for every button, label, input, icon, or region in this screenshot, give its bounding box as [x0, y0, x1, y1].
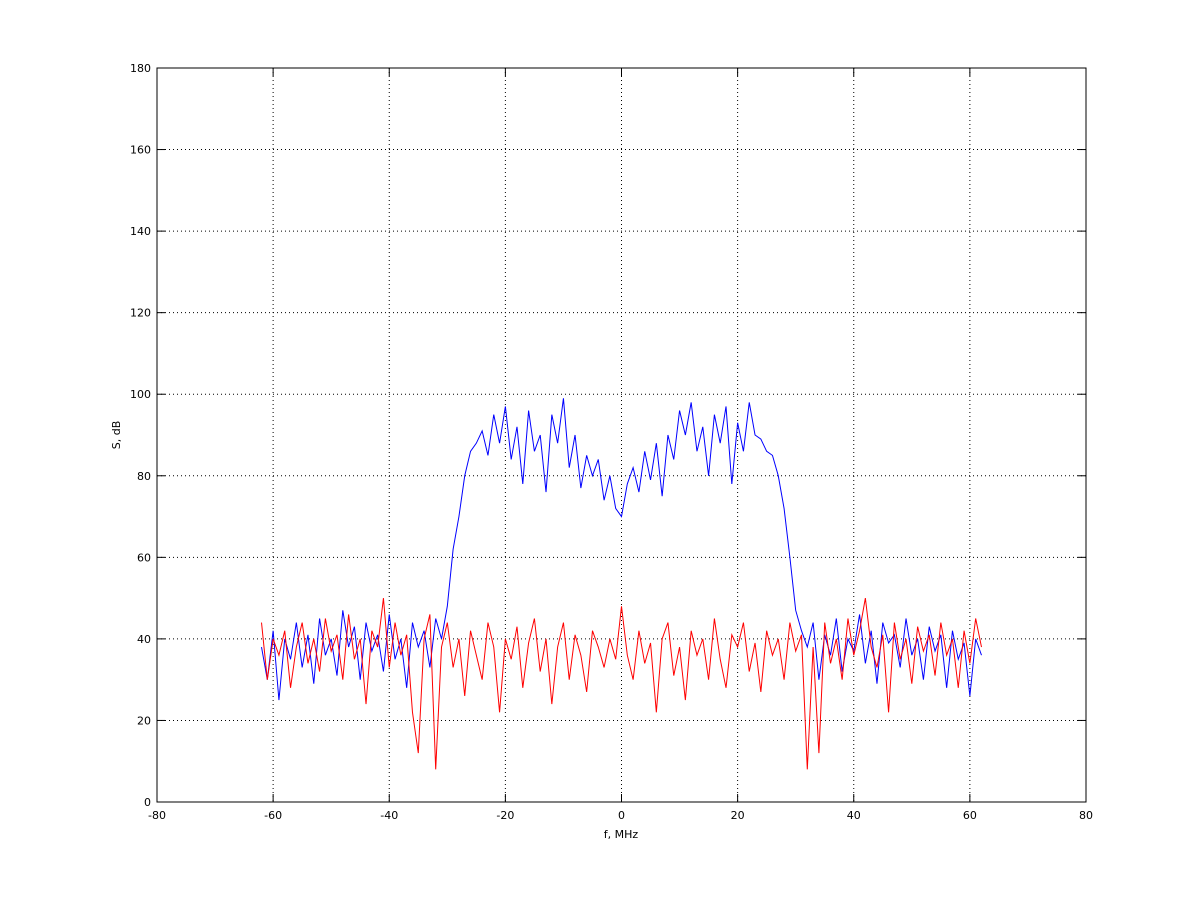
- y-tick-label: 120: [130, 307, 151, 320]
- y-tick-label: 60: [137, 551, 151, 564]
- x-tick-label: -60: [264, 809, 282, 822]
- x-tick-label: 20: [731, 809, 745, 822]
- x-tick-label: 40: [847, 809, 861, 822]
- series-line: [261, 598, 982, 770]
- y-axis-label: S, dB: [110, 421, 123, 450]
- y-tick-label: 80: [137, 470, 151, 483]
- x-tick-label: -80: [148, 809, 166, 822]
- y-tick-label: 20: [137, 714, 151, 727]
- x-tick-label: -40: [380, 809, 398, 822]
- y-tick-label: 100: [130, 388, 151, 401]
- y-tick-label: 140: [130, 225, 151, 238]
- x-tick-label: 0: [618, 809, 625, 822]
- y-tick-label: 160: [130, 144, 151, 157]
- x-axis-label: f, MHz: [604, 828, 639, 841]
- y-tick-label: 180: [130, 62, 151, 75]
- x-tick-label: 60: [963, 809, 977, 822]
- x-tick-label: 80: [1079, 809, 1093, 822]
- series-line: [261, 398, 982, 701]
- y-tick-label: 0: [144, 796, 151, 809]
- plot-frame: [156, 67, 1087, 803]
- x-tick-label: -20: [496, 809, 514, 822]
- y-tick-label: 40: [137, 633, 151, 646]
